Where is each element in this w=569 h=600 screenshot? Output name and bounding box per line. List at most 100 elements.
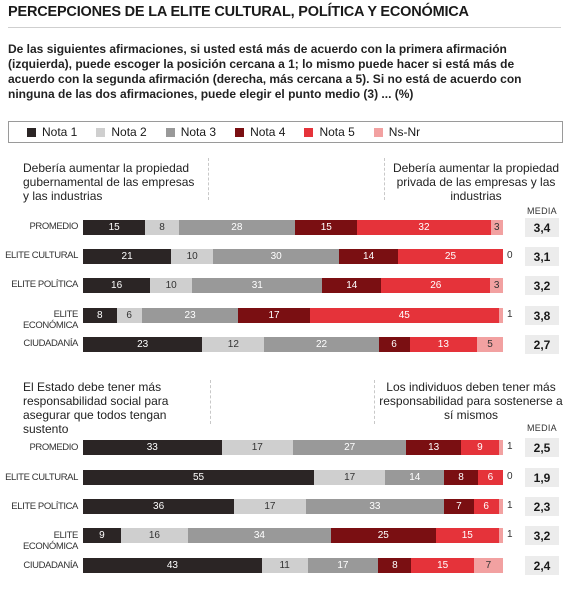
media-value: 2,5 [525, 438, 559, 457]
bar-segment-nota-2: 16 [120, 528, 188, 543]
bar-segment-nota-4: 14 [322, 278, 382, 293]
legend-swatch [373, 127, 383, 137]
media-value: 3,1 [525, 247, 559, 266]
bar-segment-nota-4: 15 [295, 220, 358, 235]
bar-segment-nota-2: 10 [150, 278, 193, 293]
bar-segment-nota-2: 11 [261, 558, 308, 573]
panel-1-media-header: MEDIA [526, 206, 557, 216]
panel-2-statement-right: Los individuos deben tener más responsab… [379, 380, 563, 422]
row-label: CIUDADANÍA [23, 560, 78, 571]
bar-segment-nota-4: 25 [330, 528, 436, 543]
row-label: ELITE POLÍTICA [11, 501, 78, 512]
legend-swatch [304, 127, 314, 137]
row-label: ELITE CULTURAL [5, 472, 78, 483]
row-label: ELITE POLÍTICA [11, 279, 78, 290]
row-label: ELITE CULTURAL [5, 250, 78, 261]
bar-segment-nota-4: 7 [444, 499, 474, 514]
legend-item-nota-5: Nota 5 [304, 125, 355, 139]
ns-nr-value-label: 0 [507, 250, 513, 261]
stacked-bar: 8 6 23 17 45 [83, 308, 503, 323]
bar-segment-nota-3: 31 [192, 278, 323, 293]
row-label: ELITE ECONÓMICA [23, 309, 78, 331]
bar-segment-ns-nr: 7 [473, 558, 503, 573]
panel-2-statement-left: El Estado debe tener más responsabilidad… [23, 380, 169, 436]
bar-segment-nota-2: 6 [116, 308, 142, 323]
bar-segment-nota-1: 55 [83, 470, 314, 485]
legend-item-nota-3: Nota 3 [165, 125, 217, 139]
ns-nr-value-label: 1 [507, 441, 513, 452]
chart-title: PERCEPCIONES DE LA ELITE CULTURAL, POLÍT… [8, 4, 469, 20]
bar-segment-nota-4: 8 [444, 470, 478, 485]
bar-segment-ns-nr [498, 308, 503, 323]
bar-segment-nota-5: 9 [460, 440, 499, 455]
ns-nr-value-label: 1 [507, 309, 513, 320]
bar-segment-nota-4: 17 [238, 308, 310, 323]
media-value: 2,4 [525, 556, 559, 575]
media-value: 2,3 [525, 497, 559, 516]
legend-label: Nota 1 [42, 125, 78, 139]
stacked-bar: 9 16 34 25 15 [83, 528, 503, 543]
bar-segment-ns-nr: 3 [490, 220, 503, 235]
stacked-bar: 43 11 17 8 15 7 [83, 558, 503, 573]
panel-1-right-divider [384, 158, 385, 200]
bar-segment-nota-4: 6 [378, 337, 410, 352]
bar-segment-nota-3: 14 [385, 470, 445, 485]
legend-swatch [165, 127, 175, 137]
bar-segment-nota-5: 6 [473, 499, 499, 514]
chart-intro: De las siguientes afirmaciones, si usted… [8, 42, 522, 101]
bar-segment-nota-2: 17 [221, 440, 293, 455]
legend-item-ns-nr: Ns-Nr [373, 125, 421, 139]
stacked-bar: 36 17 33 7 6 [83, 499, 503, 514]
bar-segment-ns-nr: 5 [477, 337, 503, 352]
legend: Nota 1 Nota 2 Nota 3 Nota 4 Nota 5 Ns-Nr [8, 121, 563, 143]
bar-segment-nota-3: 34 [187, 528, 331, 543]
legend-item-nota-1: Nota 1 [27, 125, 77, 139]
bar-segment-nota-5: 15 [411, 558, 474, 573]
stacked-bar: 33 17 27 13 9 [83, 440, 503, 455]
bar-segment-nota-3: 28 [178, 220, 296, 235]
legend-swatch [235, 127, 245, 137]
bar-segment-nota-4: 8 [378, 558, 412, 573]
bar-segment-nota-5: 6 [477, 470, 503, 485]
stacked-bar: 16 10 31 14 26 3 [83, 278, 503, 293]
media-value: 1,9 [525, 468, 559, 487]
panel-2-right-divider [374, 380, 375, 424]
legend-swatch [27, 127, 36, 137]
media-value: 2,7 [525, 335, 559, 354]
bar-segment-nota-5: 32 [357, 220, 491, 235]
bar-segment-nota-2: 17 [234, 499, 306, 514]
bar-segment-nota-1: 9 [83, 528, 121, 543]
bar-segment-nota-1: 21 [83, 249, 172, 264]
panel-2-left-divider [210, 380, 211, 424]
stacked-bar: 23 12 22 6 13 5 [83, 337, 503, 352]
bar-segment-ns-nr [498, 440, 503, 455]
legend-label: Nota 5 [319, 125, 355, 139]
panel-1-left-divider [208, 158, 209, 200]
ns-nr-value-label: 1 [507, 500, 513, 511]
bar-segment-nota-1: 43 [83, 558, 262, 573]
legend-label: Nota 3 [180, 125, 217, 139]
bar-segment-nota-1: 16 [83, 278, 151, 293]
bar-segment-nota-5: 13 [409, 337, 478, 352]
bar-segment-nota-5: 45 [309, 308, 499, 323]
media-value: 3,4 [525, 218, 559, 237]
row-label: ELITE ECONÓMICA [23, 530, 78, 552]
bar-segment-nota-5: 26 [381, 278, 491, 293]
legend-label: Ns-Nr [388, 125, 421, 139]
bar-segment-nota-5: 25 [397, 249, 503, 264]
ns-nr-value-label: 1 [507, 529, 513, 540]
bar-segment-nota-2: 8 [145, 220, 179, 235]
bar-segment-nota-2: 17 [314, 470, 386, 485]
media-value: 3,2 [525, 276, 559, 295]
stacked-bar: 21 10 30 14 25 [83, 249, 503, 264]
bar-segment-nota-3: 22 [264, 337, 379, 352]
bar-segment-nota-2: 12 [202, 337, 265, 352]
bar-segment-nota-1: 36 [83, 499, 235, 514]
panel-1-statement-left: Debería aumentar la propiedad gubernamen… [23, 161, 195, 203]
bar-segment-ns-nr: 3 [490, 278, 503, 293]
bar-segment-nota-3: 23 [141, 308, 239, 323]
bar-segment-nota-1: 33 [83, 440, 222, 455]
row-label: PROMEDIO [29, 221, 78, 232]
stacked-bar: 15 8 28 15 32 3 [83, 220, 503, 235]
bar-segment-nota-3: 17 [307, 558, 379, 573]
